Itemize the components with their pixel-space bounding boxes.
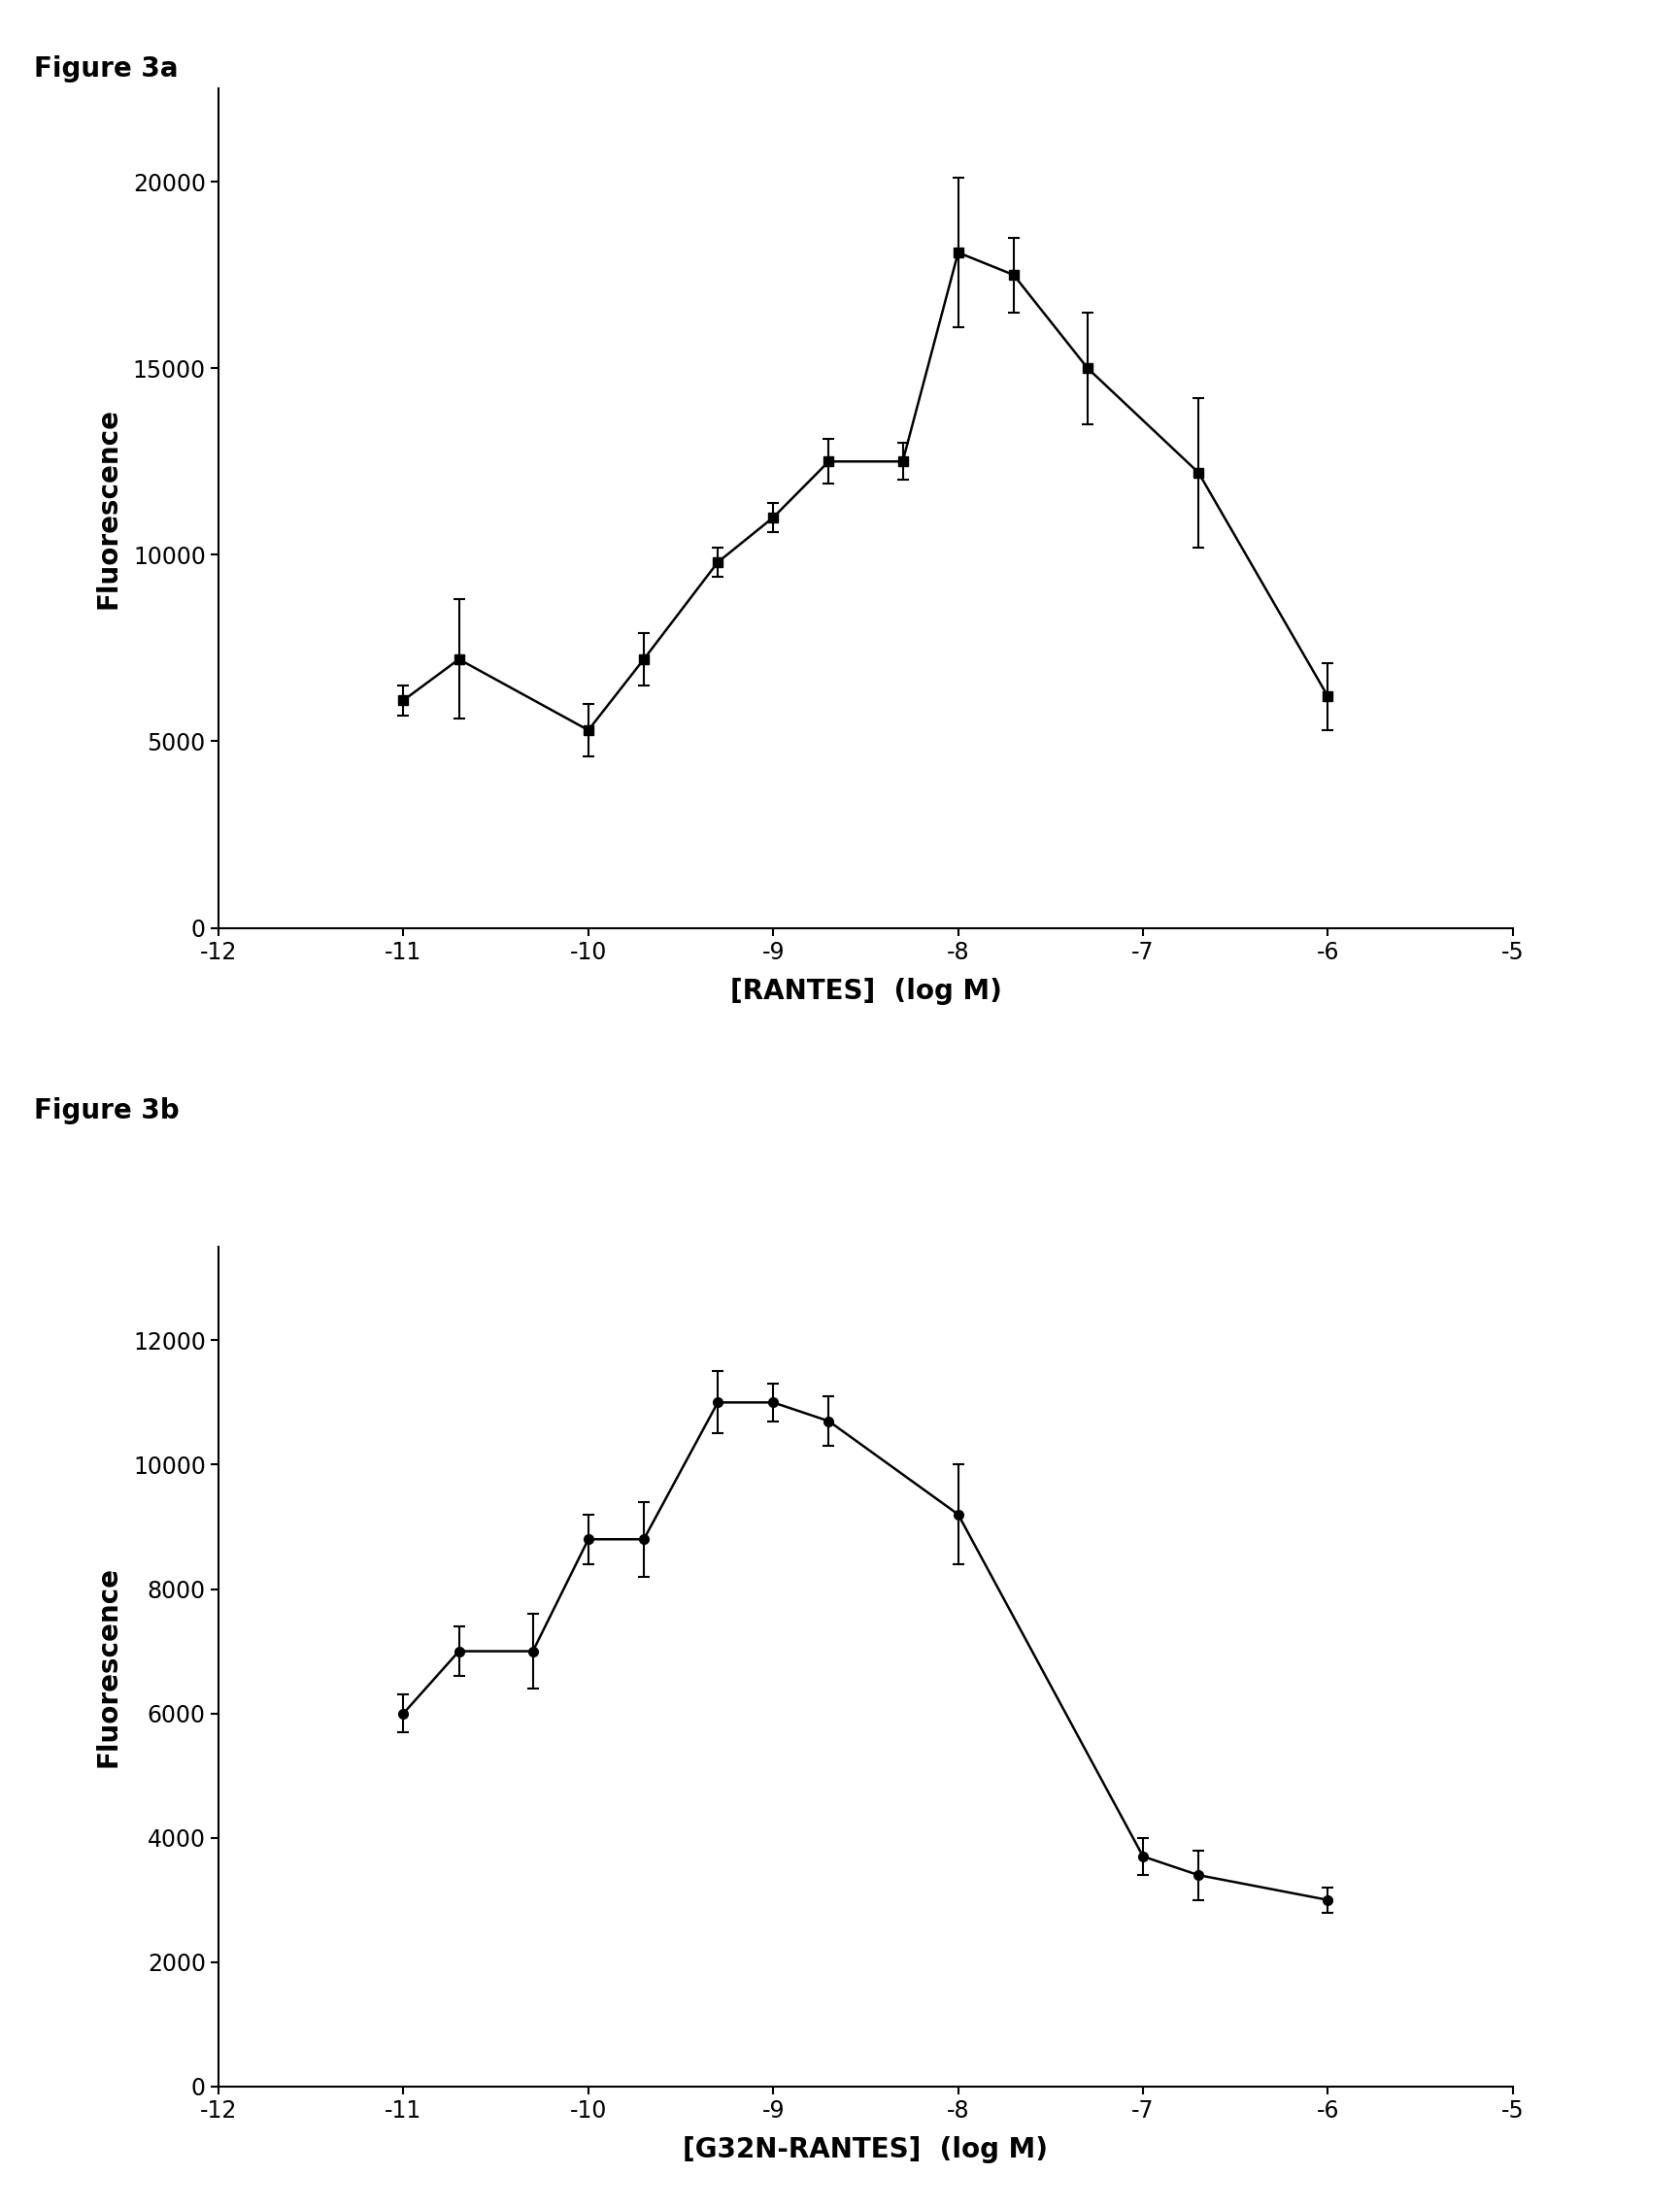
X-axis label: [RANTES]  (log M): [RANTES] (log M) bbox=[729, 978, 1001, 1005]
Text: Figure 3b: Figure 3b bbox=[34, 1097, 178, 1124]
Text: Figure 3a: Figure 3a bbox=[34, 55, 178, 82]
Y-axis label: Fluorescence: Fluorescence bbox=[94, 408, 123, 609]
Y-axis label: Fluorescence: Fluorescence bbox=[96, 1565, 123, 1766]
X-axis label: [G32N-RANTES]  (log M): [G32N-RANTES] (log M) bbox=[682, 2135, 1048, 2164]
